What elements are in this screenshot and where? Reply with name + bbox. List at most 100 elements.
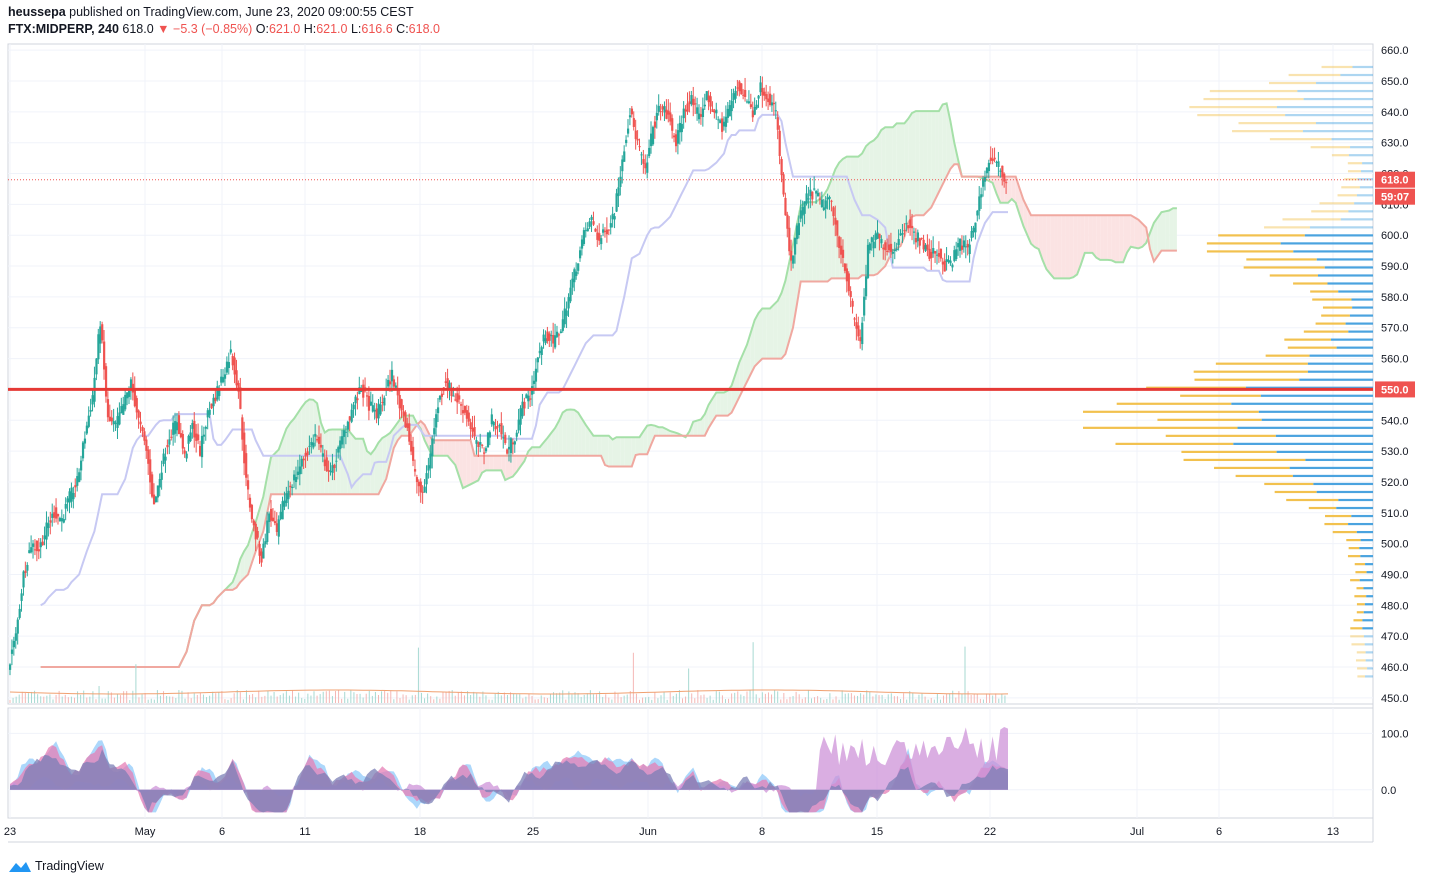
candle-body	[141, 426, 144, 432]
candle	[955, 241, 958, 262]
candle-body	[552, 335, 555, 344]
candle	[943, 253, 946, 272]
candle	[559, 329, 563, 334]
candle-body	[824, 200, 827, 209]
candle-body	[85, 425, 88, 434]
symbol-label[interactable]: FTX:MIDPERP, 240	[8, 22, 119, 36]
candle	[544, 330, 547, 346]
candle	[49, 511, 52, 535]
candle	[218, 385, 221, 401]
candle-body	[417, 481, 420, 487]
candle	[179, 423, 183, 439]
candle-body	[753, 106, 756, 115]
candle	[642, 149, 645, 174]
tradingview-logo-icon	[9, 861, 31, 872]
candle-body	[339, 440, 342, 450]
chart-header: heussepa published on TradingView.com, J…	[8, 4, 1439, 40]
candle-body	[897, 239, 900, 246]
candle	[168, 429, 171, 455]
candle	[314, 424, 317, 447]
candle-body	[688, 101, 691, 104]
candle-body	[573, 269, 576, 283]
candle	[889, 232, 893, 258]
candle	[275, 512, 278, 536]
candle	[408, 413, 411, 446]
ichimoku-cloud-segment	[996, 176, 1001, 203]
candle	[790, 239, 793, 271]
volume-profile-up	[1365, 651, 1373, 654]
candle-body	[607, 229, 610, 231]
candle-body	[757, 95, 760, 99]
candle-body	[653, 121, 657, 128]
candle-body	[239, 387, 242, 409]
candle	[126, 392, 129, 406]
candle	[841, 239, 845, 268]
candle	[603, 227, 607, 238]
y-tick-label: 560.0	[1381, 354, 1409, 366]
ichimoku-cloud-segment	[1050, 215, 1055, 279]
candle	[911, 213, 914, 241]
volume-profile-down	[1243, 266, 1325, 269]
candle	[74, 478, 77, 498]
candle	[941, 257, 944, 275]
candle-body	[91, 395, 94, 405]
candle	[379, 396, 382, 416]
ichimoku-cloud-segment	[850, 156, 855, 279]
candle-body	[39, 542, 42, 548]
footer-brand[interactable]: TradingView	[35, 859, 104, 873]
candle-body	[774, 110, 777, 112]
candle	[296, 459, 300, 480]
candle-body	[202, 434, 206, 437]
ichimoku-cloud-segment	[1057, 215, 1062, 279]
volume-profile-down	[1235, 474, 1293, 478]
candle	[519, 405, 522, 436]
candle	[18, 604, 21, 620]
candle-body	[120, 406, 123, 414]
candle	[97, 328, 100, 364]
candle-body	[592, 221, 595, 225]
candle-body	[78, 472, 81, 482]
ichimoku-cloud-segment	[785, 262, 790, 354]
candle-body	[790, 250, 793, 261]
ichimoku-cloud-segment	[1077, 215, 1081, 275]
candle	[830, 199, 833, 212]
volume-profile-up	[1258, 410, 1373, 413]
ichimoku-cloud-segment	[1153, 217, 1158, 262]
volume-profile-up	[1324, 266, 1373, 269]
candle	[699, 106, 703, 125]
candle	[976, 209, 979, 222]
publisher-name[interactable]: heussepa	[8, 5, 66, 19]
candle	[767, 91, 770, 111]
candle-body	[655, 112, 658, 121]
candle-body	[928, 248, 931, 259]
volume-profile-down	[1321, 314, 1350, 317]
candle-body	[260, 551, 263, 563]
ichimoku-cloud-segment	[263, 476, 268, 532]
ichimoku-cloud-segment	[558, 412, 563, 456]
candle	[732, 88, 735, 109]
ichimoku-cloud-segment	[881, 127, 886, 270]
candle-body	[419, 481, 422, 493]
y-tick-label: 510.0	[1381, 508, 1409, 520]
volume-profile-down	[1232, 130, 1303, 133]
ichimoku-cloud-segment	[720, 392, 724, 416]
candle-body	[625, 139, 628, 144]
candle-body	[934, 251, 937, 254]
volume-profile-up	[1276, 105, 1373, 109]
candle	[555, 325, 559, 338]
candle	[567, 293, 570, 317]
close-label: C:	[396, 22, 409, 36]
candle	[690, 90, 693, 107]
candle	[47, 516, 50, 537]
candle	[252, 518, 255, 532]
candle	[611, 206, 614, 228]
candle	[1005, 178, 1008, 194]
candle	[174, 412, 177, 443]
candle	[162, 448, 165, 467]
candle	[527, 389, 530, 410]
candle	[605, 217, 609, 243]
volume-profile-down	[1348, 547, 1360, 550]
candle-body	[886, 250, 889, 252]
candle	[734, 86, 737, 104]
